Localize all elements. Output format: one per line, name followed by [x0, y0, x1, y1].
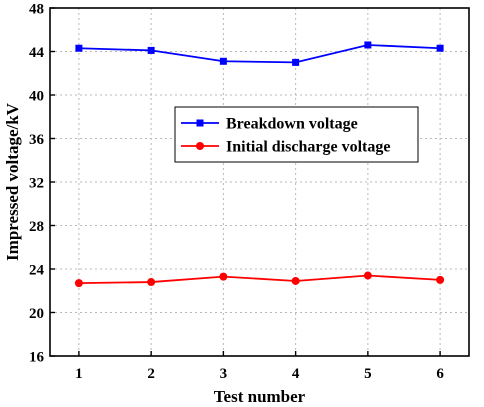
series-line-1 [78, 44, 441, 64]
series-line-2 [78, 274, 441, 285]
y-axis-ticks: 16 20 24 28 32 36 40 44 48 [29, 2, 55, 366]
x-tick-label: 1 [75, 366, 83, 382]
y-tick-label: 16 [29, 350, 45, 366]
x-tick-label: 3 [220, 366, 228, 382]
data-point-circle [363, 271, 372, 280]
data-point-square [219, 57, 227, 65]
legend-marker-square [196, 119, 204, 127]
grid-lines [50, 8, 469, 356]
legend-marker-circle [196, 142, 204, 150]
y-tick-label: 40 [29, 89, 44, 105]
legend-label: Initial discharge voltage [226, 139, 390, 156]
data-point-square [292, 58, 300, 66]
y-tick-label: 48 [29, 2, 44, 18]
legend-label: Breakdown voltage [226, 116, 358, 133]
data-point-circle [219, 272, 228, 281]
data-point-circle [436, 275, 445, 284]
data-point-square [364, 41, 372, 49]
data-point-square [436, 44, 444, 52]
x-axis-ticks: 1 2 3 4 5 6 [75, 351, 444, 382]
y-tick-label: 24 [29, 263, 45, 279]
x-tick-label: 2 [147, 366, 155, 382]
data-point-circle [74, 279, 83, 288]
data-point-circle [147, 278, 156, 287]
x-tick-label: 5 [364, 366, 372, 382]
series-layer [74, 41, 445, 288]
y-tick-label: 44 [29, 45, 45, 61]
x-tick-label: 6 [436, 366, 444, 382]
legend: Breakdown voltage Initial discharge volta… [174, 106, 419, 163]
data-point-circle [291, 276, 300, 285]
x-axis-label: Test number [214, 387, 306, 406]
legend-box [174, 106, 419, 163]
y-tick-label: 32 [29, 176, 44, 192]
y-tick-label: 28 [29, 219, 44, 235]
y-axis-label: Impressed voltage/kV [3, 102, 22, 261]
x-tick-label: 4 [292, 366, 300, 382]
y-tick-label: 20 [29, 306, 44, 322]
y-tick-label: 36 [29, 132, 45, 148]
data-point-square [147, 46, 155, 54]
data-point-square [75, 44, 83, 52]
